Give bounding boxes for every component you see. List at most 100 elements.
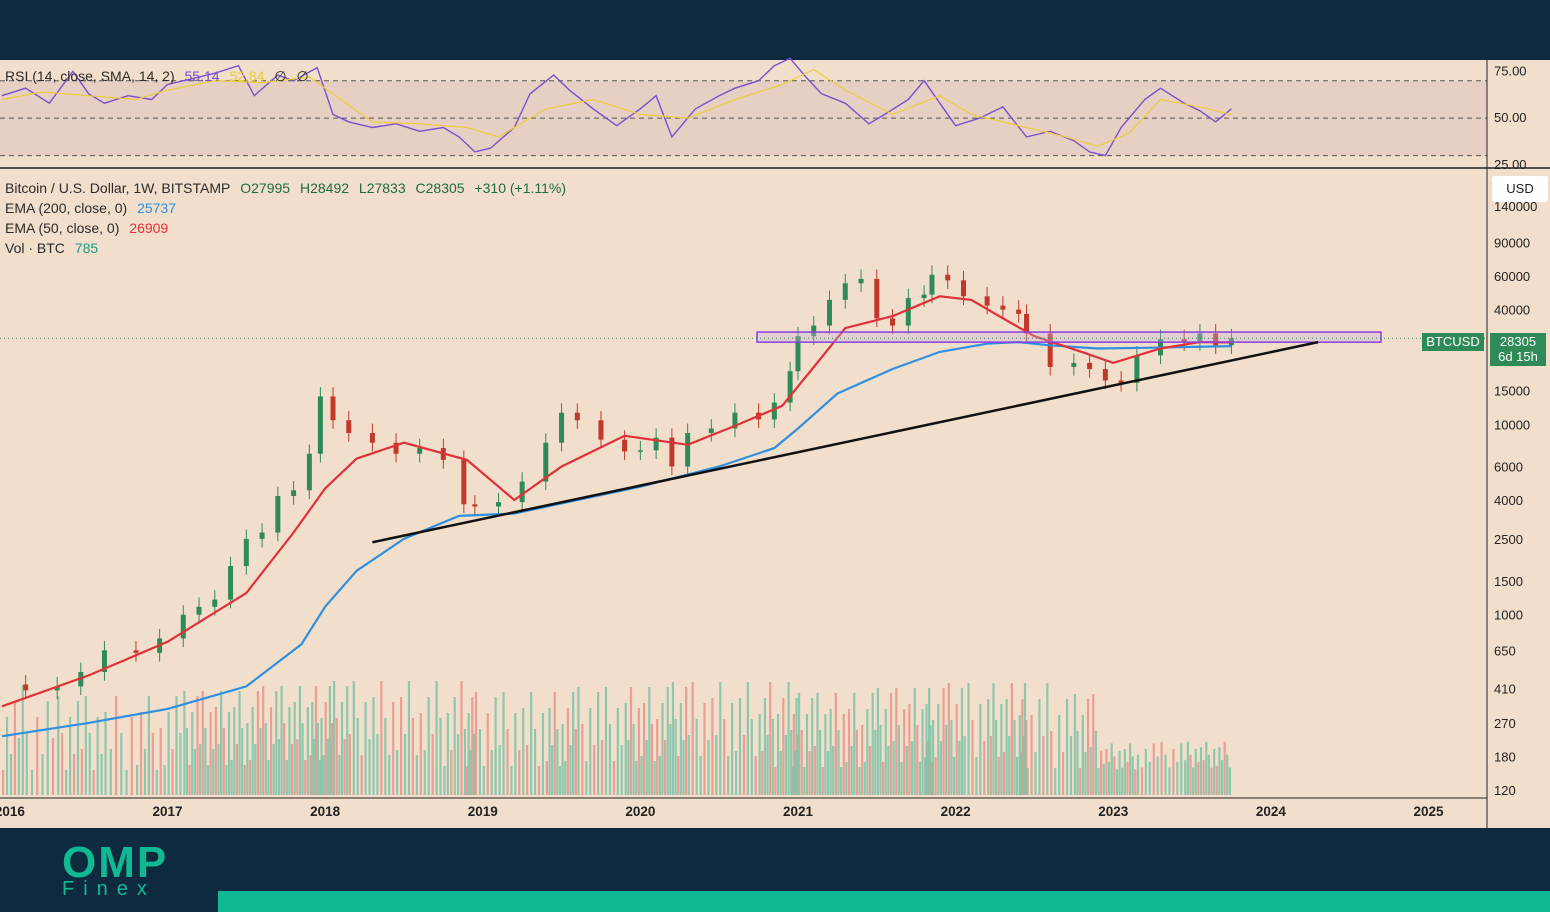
candle-body <box>23 684 29 691</box>
volume-bar <box>163 765 166 795</box>
volume-bar <box>396 750 399 795</box>
volume-bar <box>840 767 843 795</box>
currency-button[interactable]: USD <box>1492 176 1548 202</box>
candle-body <box>417 448 423 454</box>
volume-bar <box>795 698 798 795</box>
volume-bar <box>653 761 656 795</box>
volume-bar <box>322 755 325 795</box>
volume-bar <box>130 717 133 795</box>
volume-bar <box>892 741 895 795</box>
volume-bar <box>989 736 992 795</box>
price-tick-label: 2500 <box>1494 532 1523 547</box>
volume-bar <box>17 738 20 795</box>
rsi-legend: RSI (14, close, SMA, 14, 2) 55.14 52.84 … <box>5 68 315 85</box>
volume-bar <box>794 751 797 795</box>
volume-bar <box>866 709 869 795</box>
volume-bar <box>403 734 407 795</box>
time-tick-label: 2019 <box>468 804 498 819</box>
volume-bar <box>776 714 780 795</box>
ema200-line <box>1 340 1232 738</box>
volume-bar <box>640 756 643 795</box>
volume-bar <box>1069 736 1073 795</box>
volume-bar <box>715 735 718 795</box>
volume-bar <box>435 681 438 795</box>
price-tick-label: 4000 <box>1494 493 1523 508</box>
volume-bar <box>259 728 262 795</box>
volume-bar <box>738 698 742 795</box>
volume-bar <box>1013 720 1016 795</box>
volume-bar <box>41 754 44 795</box>
volume-bar <box>1172 749 1175 795</box>
volume-bar <box>1105 749 1108 795</box>
volume-bar <box>928 688 931 795</box>
volume-bar <box>574 729 577 795</box>
volume-bar <box>1192 767 1195 795</box>
volume-bar <box>858 767 861 795</box>
volume-bar <box>135 765 139 795</box>
volume-bar <box>711 698 714 795</box>
volume-bar <box>506 729 509 795</box>
volume-bar <box>958 741 961 795</box>
volume-bar <box>57 696 60 795</box>
volume-bar <box>900 762 903 795</box>
volume-bar <box>589 708 592 795</box>
volume-bar <box>1213 749 1216 795</box>
volume-bar <box>471 697 474 795</box>
volume-bar <box>910 741 914 795</box>
volume-bar <box>769 682 772 795</box>
volume-bar <box>734 751 738 795</box>
volume-bar <box>548 708 551 795</box>
volume-bar <box>1123 749 1126 795</box>
volume-bar <box>290 744 294 795</box>
volume-bar <box>600 740 604 795</box>
volume-bar <box>779 751 782 795</box>
low-value: L27833 <box>358 180 406 196</box>
volume-bar <box>666 687 669 795</box>
price-tick-label: 140000 <box>1494 199 1537 214</box>
volume-bar <box>235 744 239 795</box>
rsi-line <box>1 57 1232 157</box>
volume-bar <box>593 745 596 795</box>
candle-body <box>929 274 935 295</box>
volume-bar <box>254 744 257 795</box>
volume-bar <box>320 718 323 795</box>
volume-bar <box>296 739 299 795</box>
volume-bar <box>992 683 995 795</box>
volume-bar <box>629 687 633 795</box>
candle-body <box>461 459 467 505</box>
volume-bar <box>581 724 584 795</box>
volume-bar <box>664 740 667 795</box>
volume-bar <box>159 728 162 795</box>
ema200-label: EMA (200, close, 0) <box>5 200 128 216</box>
volume-bar <box>842 714 845 795</box>
candle-body <box>653 437 659 451</box>
volume-bar <box>324 702 327 795</box>
volume-bar <box>566 708 570 795</box>
volume-bar <box>929 725 932 795</box>
volume-bar <box>796 735 799 795</box>
volume-bar <box>318 760 321 795</box>
candle-body <box>1102 369 1108 381</box>
volume-bar <box>1019 752 1023 795</box>
volume-bar <box>1140 767 1144 795</box>
volume-bar <box>784 735 788 795</box>
price-tick-label: 10000 <box>1494 417 1530 432</box>
volume-bar <box>526 745 529 795</box>
volume-bar <box>1164 754 1167 795</box>
volume-bar <box>1118 750 1121 795</box>
candle-body <box>574 412 580 421</box>
volume-bar <box>151 733 154 795</box>
volume-bar <box>1199 747 1203 795</box>
candle-body <box>921 294 927 299</box>
volume-bar <box>486 713 489 795</box>
volume-bar <box>916 725 919 795</box>
candle-body <box>1071 362 1077 367</box>
volume-bar <box>277 739 281 795</box>
volume-bar <box>551 745 554 795</box>
volume-bar <box>356 718 359 795</box>
volume-bar <box>955 704 958 795</box>
volume-bar <box>754 756 757 795</box>
volume-bar <box>1081 715 1084 795</box>
candle-body <box>1087 362 1093 370</box>
